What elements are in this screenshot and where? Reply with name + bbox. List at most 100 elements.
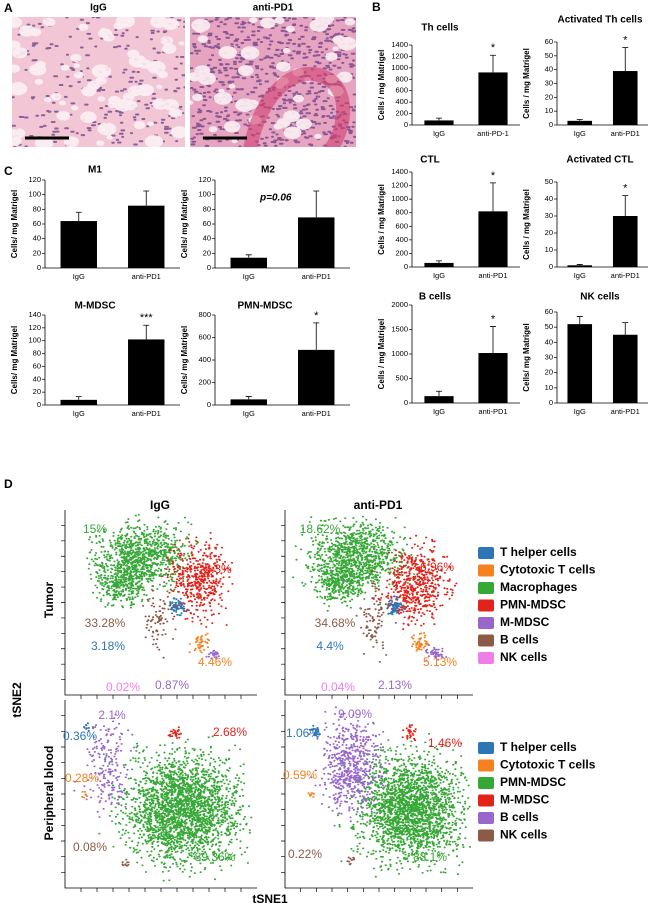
bar [424, 396, 454, 403]
legend-swatch [478, 547, 494, 559]
y-tick-label: 1200 [391, 181, 408, 190]
y-tick-label: 600 [395, 221, 408, 230]
panel-letter: C [4, 164, 13, 178]
error-bar [576, 316, 583, 325]
tsne-cluster [160, 532, 234, 628]
legend-swatch [478, 634, 494, 647]
legend-swatch [478, 794, 494, 807]
tsne-cluster [308, 724, 321, 738]
y-tick-label: 60 [545, 37, 553, 46]
tsne-cluster [410, 632, 430, 653]
y-tick-label: 50 [545, 322, 553, 331]
error-bar [490, 326, 496, 354]
y-tick-label: 20 [203, 248, 211, 257]
cluster-percent: 2.68% [213, 725, 247, 739]
y-tick-label: 30 [545, 352, 553, 361]
y-tick-label: 60 [545, 307, 553, 316]
error-bar [75, 396, 82, 400]
y-axis-label: Cells/ mg Matrigel [10, 190, 19, 258]
x-tick-label: anti-PD1 [611, 271, 640, 280]
panel-letter: B [372, 0, 381, 14]
tsne-cluster [386, 595, 405, 616]
bar [567, 265, 593, 267]
error-bar [143, 324, 150, 340]
legend-label: NK cells [500, 828, 548, 842]
chart-title: NK cells [580, 292, 620, 303]
error-bar [490, 54, 496, 73]
y-tick-label: 140 [28, 310, 41, 319]
y-tick-label: 50 [545, 51, 553, 60]
bar [298, 217, 335, 268]
tsne-cluster [98, 735, 253, 882]
x-tick-label: IgG [73, 409, 85, 418]
x-tick-label: anti-PD1 [611, 407, 640, 416]
tsne-cluster [142, 581, 178, 659]
histology-image [12, 17, 185, 147]
cluster-percent: 0.59% [283, 768, 317, 782]
legend-label: NK cells [500, 650, 548, 664]
y-tick-label: 80 [33, 204, 41, 213]
cluster-percent: 4.46% [198, 655, 232, 669]
y-axis-label: Cells / mg Matrigel [522, 48, 531, 119]
legend-label: M-MDSC [500, 793, 550, 807]
y-tick-label: 800 [395, 208, 408, 217]
y-tick-label: 20 [545, 92, 553, 101]
y-tick-label: 0 [549, 120, 553, 129]
annotation: p=0.06 [259, 193, 292, 204]
y-tick-label: 1400 [391, 167, 408, 176]
error-bar [576, 119, 583, 121]
error-bar [436, 117, 442, 121]
y-tick-label: 800 [198, 310, 211, 319]
chart-title: M1 [88, 165, 102, 176]
y-tick-label: 60 [203, 219, 211, 228]
error-bar [490, 182, 496, 212]
annotation: * [623, 183, 628, 195]
row-title: Peripheral blood [42, 746, 56, 841]
tsne-cluster [355, 580, 397, 663]
row-title: Tumor [42, 581, 56, 618]
error-bar [75, 211, 82, 222]
x-tick-label: anti-PD1 [132, 272, 161, 281]
x-tick-label: IgG [433, 129, 445, 138]
x-tick-label: anti-PD1 [478, 407, 507, 416]
y-tick-label: 10 [545, 245, 553, 254]
bar [230, 257, 267, 268]
y-tick-label: 0 [549, 398, 553, 407]
bar [230, 399, 267, 405]
x-tick-label: IgG [574, 407, 586, 416]
tsne-cluster [167, 726, 182, 739]
cluster-percent: 9.09% [338, 707, 372, 721]
y-tick-label: 0 [207, 263, 211, 272]
bar [612, 216, 638, 267]
y-tick-label: 500 [395, 373, 408, 382]
tsne-cluster [82, 722, 95, 732]
cluster-percent: 4.4% [316, 639, 344, 653]
chart-title: Activated CTL [566, 155, 633, 166]
cluster-percent: 5.3% [204, 562, 232, 576]
cluster-percent: 6.96% [420, 560, 454, 574]
y-tick-label: 400 [395, 97, 408, 106]
axis-ticks [61, 525, 242, 699]
legend-swatch [478, 759, 494, 772]
cluster-percent: 2.1% [98, 708, 126, 722]
annotation: * [491, 42, 496, 54]
y-tick-label: 200 [198, 377, 211, 386]
annotation: *** [140, 312, 154, 324]
tsne-cluster [86, 514, 218, 600]
y-tick-label: 1200 [391, 51, 408, 60]
panel-letter: D [4, 477, 13, 491]
image-label: IgG [90, 3, 107, 14]
y-tick-label: 40 [203, 234, 211, 243]
cluster-percent: 83.1% [413, 850, 447, 864]
error-bar [436, 390, 442, 397]
bar [612, 71, 638, 125]
y-tick-label: 20 [33, 387, 41, 396]
y-tick-label: 0 [404, 120, 408, 129]
legend-swatch [478, 599, 494, 612]
cluster-percent: 2.13% [378, 678, 412, 692]
vacuoles [190, 17, 356, 144]
legend-swatch [478, 582, 494, 594]
y-tick-label: 40 [545, 65, 553, 74]
cluster-percent: 18.62% [300, 522, 341, 536]
